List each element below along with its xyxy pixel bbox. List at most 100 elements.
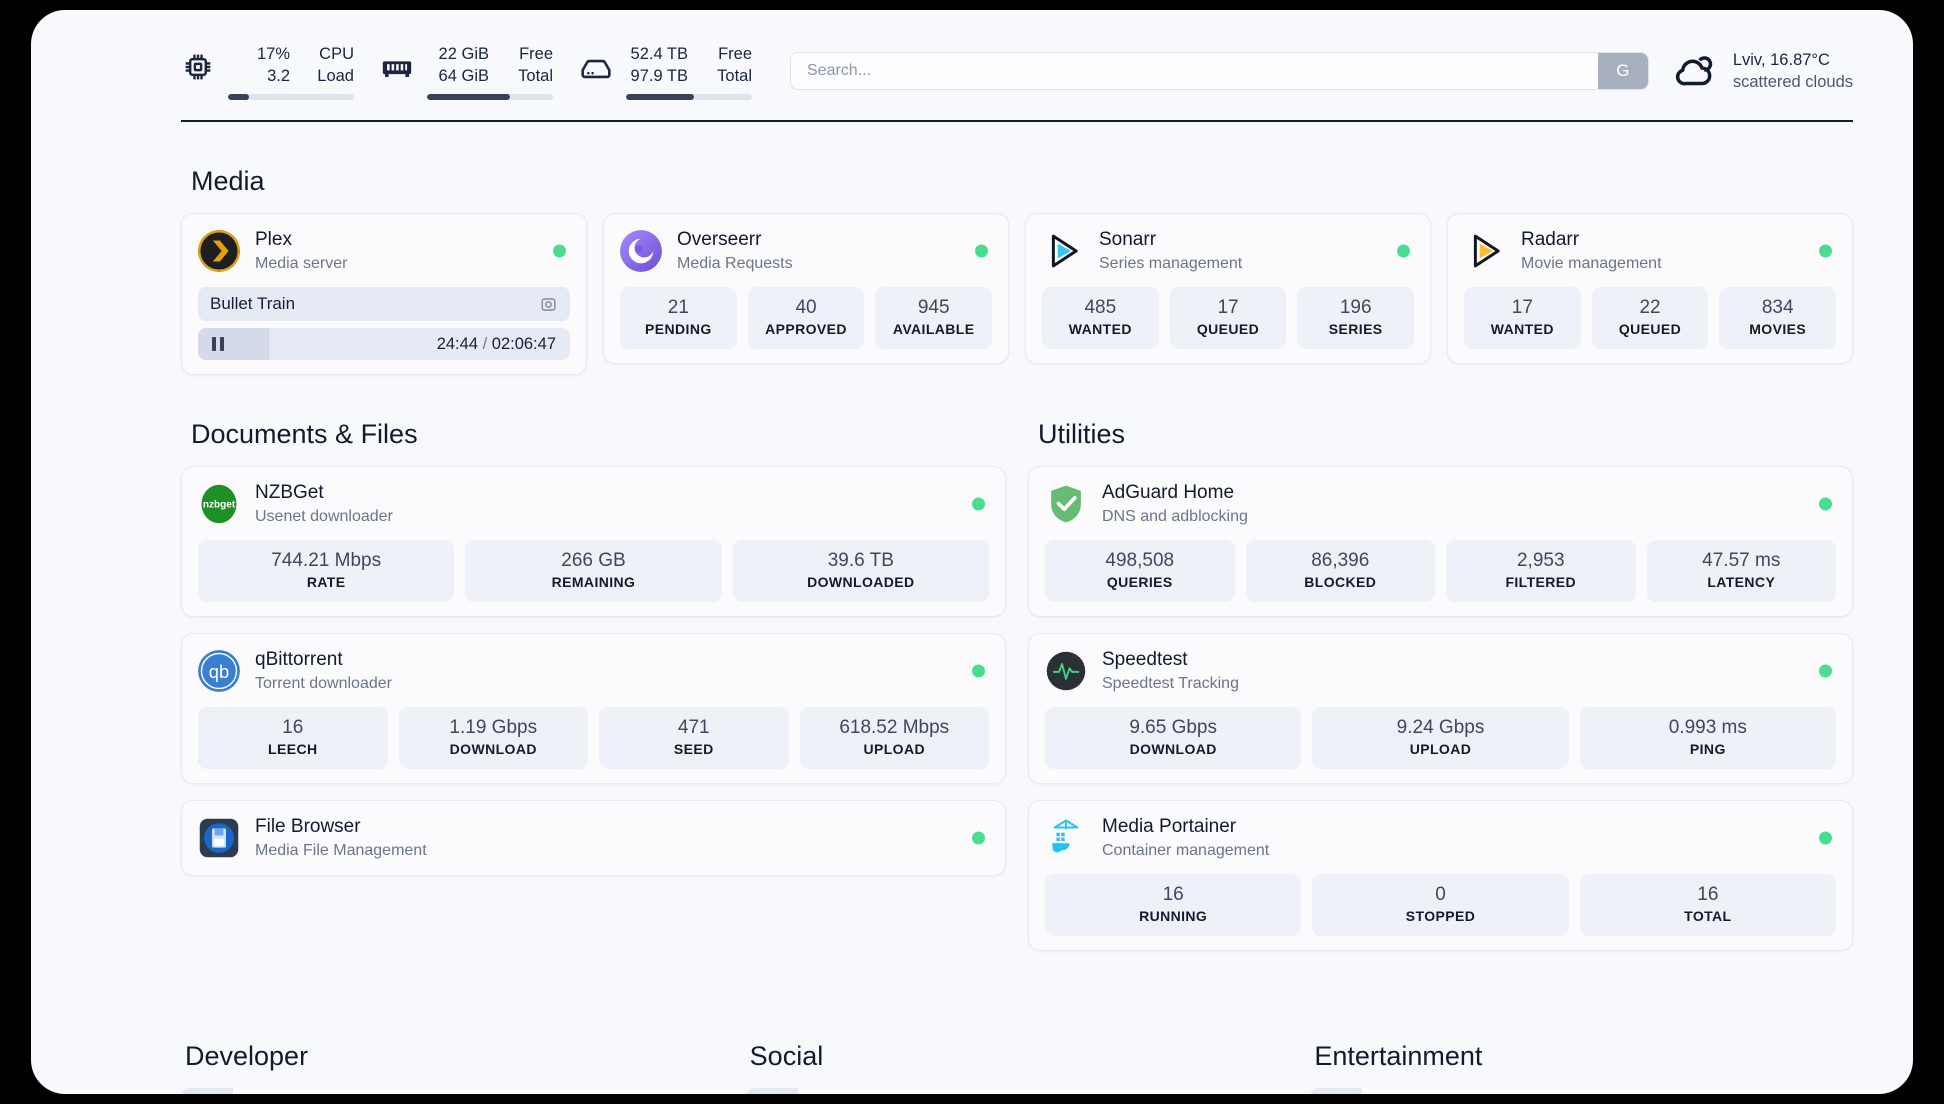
service-stats-row: 16 RUNNING 0 STOPPED 16 TOTAL <box>1045 874 1836 936</box>
service-name: NZBGet <box>255 482 324 503</box>
service-card[interactable]: qb qBittorrent Torrent downloader 16 LEECH 1.… <box>181 633 1006 784</box>
stat-label-primary: CPU <box>319 44 354 63</box>
stat-chip-label: UPLOAD <box>863 741 925 757</box>
stat-chip-value: 47.57 ms <box>1702 550 1781 571</box>
bookmark-badge: GH <box>181 1088 233 1094</box>
bookmark-group: EntertainmentYTYouTubeyoutube.comNFNetfl… <box>1310 997 1854 1094</box>
service-card[interactable]: Speedtest Speedtest Tracking 9.65 Gbps DOWN… <box>1028 633 1853 784</box>
service-card[interactable]: Overseerr Media Requests 21 PENDING 40 APPROV… <box>603 213 1009 364</box>
stat-chip[interactable]: 196 SERIES <box>1297 287 1415 349</box>
bookmark-item[interactable]: GHGithubgithub.com <box>181 1088 724 1094</box>
stat-chip-value: 471 <box>677 717 710 738</box>
stat-chip[interactable]: 0 STOPPED <box>1312 874 1569 936</box>
stat-chip[interactable]: 21 PENDING <box>620 287 737 349</box>
utilities-card-column: AdGuard Home DNS and adblocking 498,508 QUE… <box>1028 466 1853 951</box>
stat-chip[interactable]: 22 QUEUED <box>1591 287 1709 349</box>
stat-chip[interactable]: 39.6 TB DOWNLOADED <box>732 540 989 602</box>
status-indicator-dot <box>553 244 566 258</box>
stat-chip-value: 485 <box>1084 297 1117 318</box>
stat-chip-label: STOPPED <box>1405 908 1476 924</box>
stat-chip[interactable]: 16 TOTAL <box>1579 874 1836 936</box>
stat-chip[interactable]: 9.24 Gbps UPLOAD <box>1312 707 1569 769</box>
stat-chip[interactable]: 86,396 BLOCKED <box>1245 540 1435 602</box>
stat-chip-label: DOWNLOAD <box>1129 741 1217 757</box>
stat-chip[interactable]: 16 RUNNING <box>1045 874 1302 936</box>
service-subtitle: Usenet downloader <box>255 508 393 525</box>
stat-chip-label: SERIES <box>1328 321 1383 337</box>
weather-description: scattered clouds <box>1732 73 1853 91</box>
bookmark-item[interactable]: LILinkedInlinkedin.com <box>745 1088 1289 1094</box>
playback-progress-bar[interactable]: 24:44 / 02:06:47 <box>198 328 570 360</box>
pause-icon[interactable] <box>212 337 224 351</box>
service-name: File Browser <box>255 816 361 837</box>
stat-chip-label: AVAILABLE <box>892 321 975 337</box>
service-card[interactable]: Sonarr Series management 485 WANTED 17 QUEUED… <box>1025 213 1431 364</box>
stat-chip-value: 16 <box>1697 884 1719 905</box>
system-stat-memory: 22 GiB 64 GiB Free Total <box>380 43 553 100</box>
service-stats-row: 21 PENDING 40 APPROVED 945 AVAILABLE <box>620 287 993 349</box>
stat-chip-value: 39.6 TB <box>827 550 894 571</box>
now-playing-title-bar[interactable]: Bullet Train <box>198 287 570 321</box>
service-card[interactable]: Plex Media server Bullet Train 24:44 / 02:0… <box>181 213 587 375</box>
service-card[interactable]: nzbget NZBGet Usenet downloader 744.21 Mbps… <box>181 466 1006 617</box>
stat-chip[interactable]: 1.19 Gbps DOWNLOAD <box>398 707 588 769</box>
service-name: Speedtest <box>1102 649 1188 670</box>
stat-chip[interactable]: 9.65 Gbps DOWNLOAD <box>1045 707 1302 769</box>
stat-chip-label: RATE <box>306 574 346 590</box>
weather-location-temp: Lviv, 16.87°C <box>1732 51 1830 69</box>
cast-icon[interactable] <box>539 295 558 314</box>
stat-chip[interactable]: 618.52 Mbps UPLOAD <box>799 707 989 769</box>
service-name: Media Portainer <box>1102 816 1237 837</box>
adguard-logo <box>1045 483 1087 525</box>
stat-chip[interactable]: 266 GB REMAINING <box>465 540 722 602</box>
stat-chip-label: QUERIES <box>1106 574 1173 590</box>
qbittorrent-logo: qb <box>198 650 240 692</box>
cpu-icon <box>181 50 215 84</box>
service-card[interactable]: Media Portainer Container management 16 RUN… <box>1028 800 1853 951</box>
stat-chip-label: QUEUED <box>1196 321 1260 337</box>
bookmark-item[interactable]: YTYouTubeyoutube.com <box>1310 1088 1854 1094</box>
stat-chip[interactable]: 485 WANTED <box>1042 287 1159 349</box>
stat-label-primary: Free <box>718 44 752 63</box>
system-stat-cpu: 17% 3.2 CPU Load <box>181 43 354 100</box>
playback-time: 24:44 / 02:06:47 <box>436 334 556 353</box>
stat-chip-value: 1.19 Gbps <box>449 717 538 738</box>
stat-chip-label: TOTAL <box>1684 908 1732 924</box>
cloud-icon <box>1673 49 1717 93</box>
service-name: qBittorrent <box>255 649 343 670</box>
service-subtitle: Series management <box>1099 255 1243 272</box>
status-indicator-dot <box>975 244 988 258</box>
service-stats-row: 485 WANTED 17 QUEUED 196 SERIES <box>1042 287 1415 349</box>
service-card[interactable]: AdGuard Home DNS and adblocking 498,508 QUE… <box>1028 466 1853 617</box>
stat-chip[interactable]: 0.993 ms PING <box>1579 707 1836 769</box>
service-name: Radarr <box>1521 229 1580 250</box>
stat-label-secondary: Load <box>317 66 354 85</box>
stat-chip[interactable]: 834 MOVIES <box>1719 287 1837 349</box>
status-indicator-dot <box>1397 244 1410 258</box>
stat-chip[interactable]: 744.21 Mbps RATE <box>198 540 455 602</box>
overseerr-logo <box>620 230 662 272</box>
service-name: Overseerr <box>677 229 762 250</box>
stat-chip-label: SEED <box>673 741 714 757</box>
stat-chip-value: 22 <box>1639 297 1661 318</box>
service-subtitle: DNS and adblocking <box>1102 508 1248 525</box>
search-input[interactable] <box>791 53 1598 89</box>
stat-chip[interactable]: 47.57 ms LATENCY <box>1646 540 1836 602</box>
search-bar[interactable]: G <box>790 52 1649 90</box>
stat-chip-label: LATENCY <box>1707 574 1776 590</box>
stat-chip[interactable]: 945 AVAILABLE <box>875 287 993 349</box>
stat-chip-label: REMAINING <box>551 574 636 590</box>
stat-value-primary: 17% <box>256 44 290 63</box>
service-card[interactable]: Radarr Movie management 17 WANTED 22 QUEUED 83… <box>1447 213 1853 364</box>
stat-chip[interactable]: 40 APPROVED <box>747 287 865 349</box>
stat-chip-value: 40 <box>795 297 817 318</box>
stat-chip[interactable]: 498,508 QUERIES <box>1045 540 1235 602</box>
stat-chip[interactable]: 16 LEECH <box>198 707 388 769</box>
service-card[interactable]: File Browser Media File Management <box>181 800 1006 876</box>
stat-chip[interactable]: 17 QUEUED <box>1169 287 1287 349</box>
stat-chip[interactable]: 17 WANTED <box>1464 287 1581 349</box>
stat-chip[interactable]: 471 SEED <box>599 707 789 769</box>
stat-chip[interactable]: 2,953 FILTERED <box>1446 540 1636 602</box>
bookmark-badge: YT <box>1310 1088 1363 1094</box>
search-submit-button[interactable]: G <box>1597 53 1648 89</box>
